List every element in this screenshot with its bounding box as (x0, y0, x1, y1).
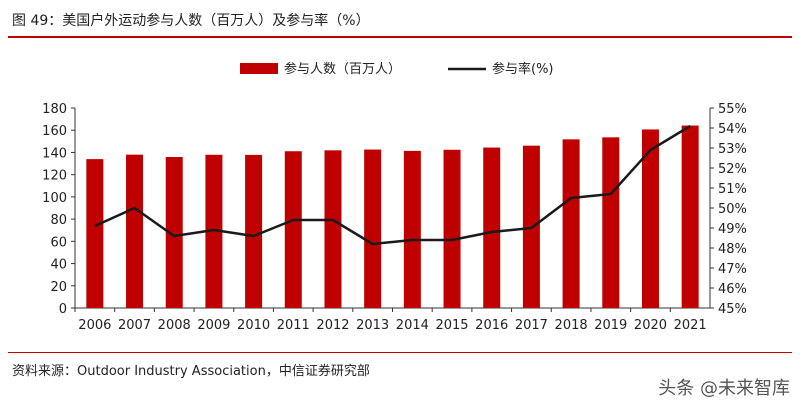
x-tick-label: 2009 (197, 318, 230, 333)
bar-2009 (205, 154, 223, 308)
bar-2011 (284, 151, 302, 308)
watermark: 头条 @未来智库 (658, 374, 790, 400)
tick-labels: 0 20 40 60 80 100 120 140 160 180 45% 46% 47% 48% 49% 5… (42, 102, 747, 333)
left-tick-label: 100 (42, 191, 67, 206)
legend-bar-swatch (240, 63, 278, 74)
x-tick-label: 2018 (555, 318, 588, 333)
bar-2006 (86, 159, 104, 308)
left-tick-label: 0 (59, 302, 67, 317)
x-tick-label: 2010 (237, 318, 270, 333)
x-tick-label: 2008 (158, 318, 191, 333)
bar-2019 (602, 137, 620, 308)
right-tick-label: 47% (718, 262, 747, 277)
left-tick-label: 160 (42, 124, 67, 139)
x-tick-label: 2013 (356, 318, 389, 333)
bar-2015 (443, 149, 461, 308)
right-tick-label: 53% (718, 142, 747, 157)
left-tick-label: 40 (50, 258, 67, 273)
right-tick-label: 52% (718, 162, 747, 177)
left-tick-label: 180 (42, 102, 67, 117)
source-rule (8, 352, 792, 353)
x-tick-label: 2014 (396, 318, 429, 333)
left-tick-label: 80 (50, 213, 67, 228)
legend: 参与人数（百万人） 参与率(%) (240, 61, 554, 77)
bar-2016 (483, 147, 501, 308)
x-tick-label: 2007 (118, 318, 151, 333)
left-tick-label: 60 (50, 235, 67, 250)
right-tick-label: 48% (718, 242, 747, 257)
right-tick-label: 49% (718, 222, 747, 237)
x-tick-label: 2019 (594, 318, 627, 333)
right-tick-label: 50% (718, 202, 747, 217)
bar-2013 (364, 149, 382, 308)
legend-line-label: 参与率(%) (492, 61, 554, 77)
right-tick-label: 54% (718, 122, 747, 137)
figure-title: 图 49：美国户外运动参与人数（百万人）及参与率（%） (12, 13, 370, 29)
right-tick-label: 45% (718, 302, 747, 317)
watermark-text: 头条 @未来智库 (658, 378, 790, 399)
x-tick-label: 2012 (316, 318, 349, 333)
x-tick-label: 2006 (78, 318, 111, 333)
bar-2012 (324, 150, 342, 308)
title-rule (8, 36, 792, 38)
left-tick-label: 140 (42, 146, 67, 161)
x-tick-label: 2020 (634, 318, 667, 333)
legend-bar-label: 参与人数（百万人） (284, 61, 401, 77)
left-tick-label: 20 (50, 280, 67, 295)
right-tick-label: 51% (718, 182, 747, 197)
x-tick-label: 2016 (475, 318, 508, 333)
right-tick-label: 46% (718, 282, 747, 297)
participation-rate-line (94, 124, 691, 246)
right-tick-label: 55% (718, 102, 747, 117)
bar-2018 (562, 139, 580, 308)
bar-2010 (245, 154, 263, 308)
x-tick-label: 2015 (435, 318, 468, 333)
bar-2014 (403, 150, 421, 308)
bar-2007 (126, 154, 144, 308)
x-tick-label: 2011 (277, 318, 310, 333)
x-tick-label: 2021 (674, 318, 707, 333)
left-tick-label: 120 (42, 169, 67, 184)
chart: 参与人数（百万人） 参与率(%) 0 20 40 60 80 100 120 140 160 18… (42, 61, 747, 333)
bar-2020 (641, 129, 659, 308)
bar-2021 (681, 125, 699, 308)
line-series (94, 124, 691, 246)
source-note: 资料来源：Outdoor Industry Association，中信证券研究… (12, 364, 370, 379)
bar-2008 (165, 157, 183, 308)
x-tick-label: 2017 (515, 318, 548, 333)
bar-series (86, 125, 699, 308)
